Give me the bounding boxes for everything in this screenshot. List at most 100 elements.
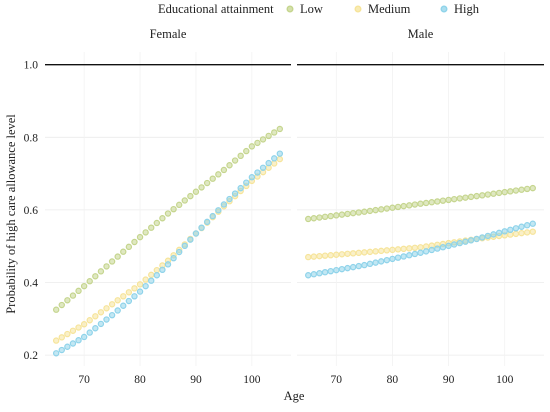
data-point bbox=[450, 241, 458, 248]
x-tick-label: 80 bbox=[387, 374, 399, 386]
data-point bbox=[327, 212, 334, 220]
data-point bbox=[164, 261, 172, 268]
y-tick-label: 0.2 bbox=[24, 350, 39, 362]
legend-key-high bbox=[440, 5, 448, 13]
data-point bbox=[259, 164, 267, 171]
data-point bbox=[80, 333, 88, 341]
data-point bbox=[372, 259, 379, 266]
data-point bbox=[52, 350, 60, 357]
data-point bbox=[512, 230, 520, 238]
data-point bbox=[394, 203, 402, 211]
data-point bbox=[231, 157, 239, 164]
data-point bbox=[321, 252, 329, 259]
data-point bbox=[305, 272, 312, 279]
data-point bbox=[131, 285, 138, 292]
data-point bbox=[64, 343, 71, 350]
data-point bbox=[518, 223, 525, 230]
data-point bbox=[92, 273, 99, 280]
data-point bbox=[226, 195, 233, 203]
data-point bbox=[226, 162, 233, 169]
data-point bbox=[327, 252, 334, 259]
data-point bbox=[153, 219, 161, 227]
data-point bbox=[439, 244, 447, 251]
data-point bbox=[389, 204, 396, 211]
data-point bbox=[64, 330, 71, 338]
data-point bbox=[248, 143, 256, 150]
data-point bbox=[473, 235, 480, 243]
data-point bbox=[237, 152, 244, 160]
legend-title: Educational attainment bbox=[158, 2, 274, 16]
y-tick-label: 0.6 bbox=[24, 205, 39, 217]
data-point bbox=[125, 297, 133, 305]
data-point bbox=[86, 317, 93, 324]
data-point bbox=[422, 248, 430, 255]
data-point bbox=[501, 188, 508, 196]
data-point bbox=[355, 262, 362, 270]
data-point bbox=[148, 271, 155, 279]
y-tick-label: 0.8 bbox=[24, 132, 39, 144]
data-point bbox=[310, 215, 318, 222]
data-point bbox=[495, 189, 503, 197]
data-point bbox=[512, 187, 520, 194]
data-point bbox=[198, 224, 205, 231]
y-tick-label: 1.0 bbox=[24, 60, 39, 72]
data-point bbox=[417, 249, 424, 256]
legend-label-low: Low bbox=[300, 2, 323, 16]
data-point bbox=[490, 231, 497, 238]
series-female-high bbox=[52, 150, 284, 357]
panel-female: Female 70 80 90 100 0.2 0.4 0.6 0.8 1.0 bbox=[24, 27, 291, 386]
data-point bbox=[271, 160, 278, 167]
data-point bbox=[411, 244, 419, 252]
facet-panels: Female 70 80 90 100 0.2 0.4 0.6 0.8 1.0 Male 70 80 90… bbox=[24, 27, 544, 386]
data-point bbox=[97, 268, 105, 275]
data-point bbox=[142, 282, 149, 290]
data-point bbox=[58, 346, 65, 354]
data-point bbox=[518, 229, 525, 237]
data-point bbox=[97, 320, 105, 328]
data-point bbox=[114, 253, 121, 260]
data-point bbox=[378, 258, 385, 265]
data-point bbox=[383, 256, 391, 264]
data-point bbox=[209, 212, 216, 220]
data-point bbox=[321, 268, 329, 276]
x-tick-label: 90 bbox=[443, 374, 455, 386]
legend-item-low: Low bbox=[286, 2, 323, 16]
data-point bbox=[175, 248, 183, 256]
legend-label-high: High bbox=[454, 2, 480, 16]
data-point bbox=[58, 301, 65, 309]
data-point bbox=[64, 297, 71, 304]
data-point bbox=[148, 224, 155, 231]
series-male-high bbox=[305, 220, 536, 279]
data-point bbox=[456, 239, 463, 247]
series-male-low bbox=[305, 184, 536, 223]
data-point bbox=[114, 307, 121, 314]
data-point bbox=[378, 206, 385, 213]
data-point bbox=[103, 263, 110, 270]
data-point bbox=[344, 264, 351, 272]
data-point bbox=[406, 202, 413, 209]
data-point bbox=[349, 263, 357, 271]
data-point bbox=[456, 195, 463, 202]
data-point bbox=[80, 321, 88, 328]
data-point bbox=[142, 276, 149, 283]
data-point bbox=[327, 267, 334, 275]
data-point bbox=[316, 252, 323, 260]
data-point bbox=[153, 272, 161, 279]
data-point bbox=[333, 251, 340, 258]
data-point bbox=[467, 237, 475, 244]
data-point bbox=[394, 246, 402, 253]
data-point bbox=[243, 147, 250, 155]
data-point bbox=[305, 253, 312, 261]
data-point bbox=[259, 136, 267, 143]
data-point bbox=[97, 309, 105, 316]
data-point bbox=[69, 292, 77, 299]
data-point bbox=[445, 196, 452, 204]
x-tick-label: 70 bbox=[78, 374, 90, 386]
data-point bbox=[164, 210, 172, 217]
data-point bbox=[462, 238, 469, 245]
data-point bbox=[372, 248, 379, 255]
data-point bbox=[120, 293, 127, 300]
data-point bbox=[136, 281, 144, 288]
facet-label-male: Male bbox=[408, 27, 434, 41]
